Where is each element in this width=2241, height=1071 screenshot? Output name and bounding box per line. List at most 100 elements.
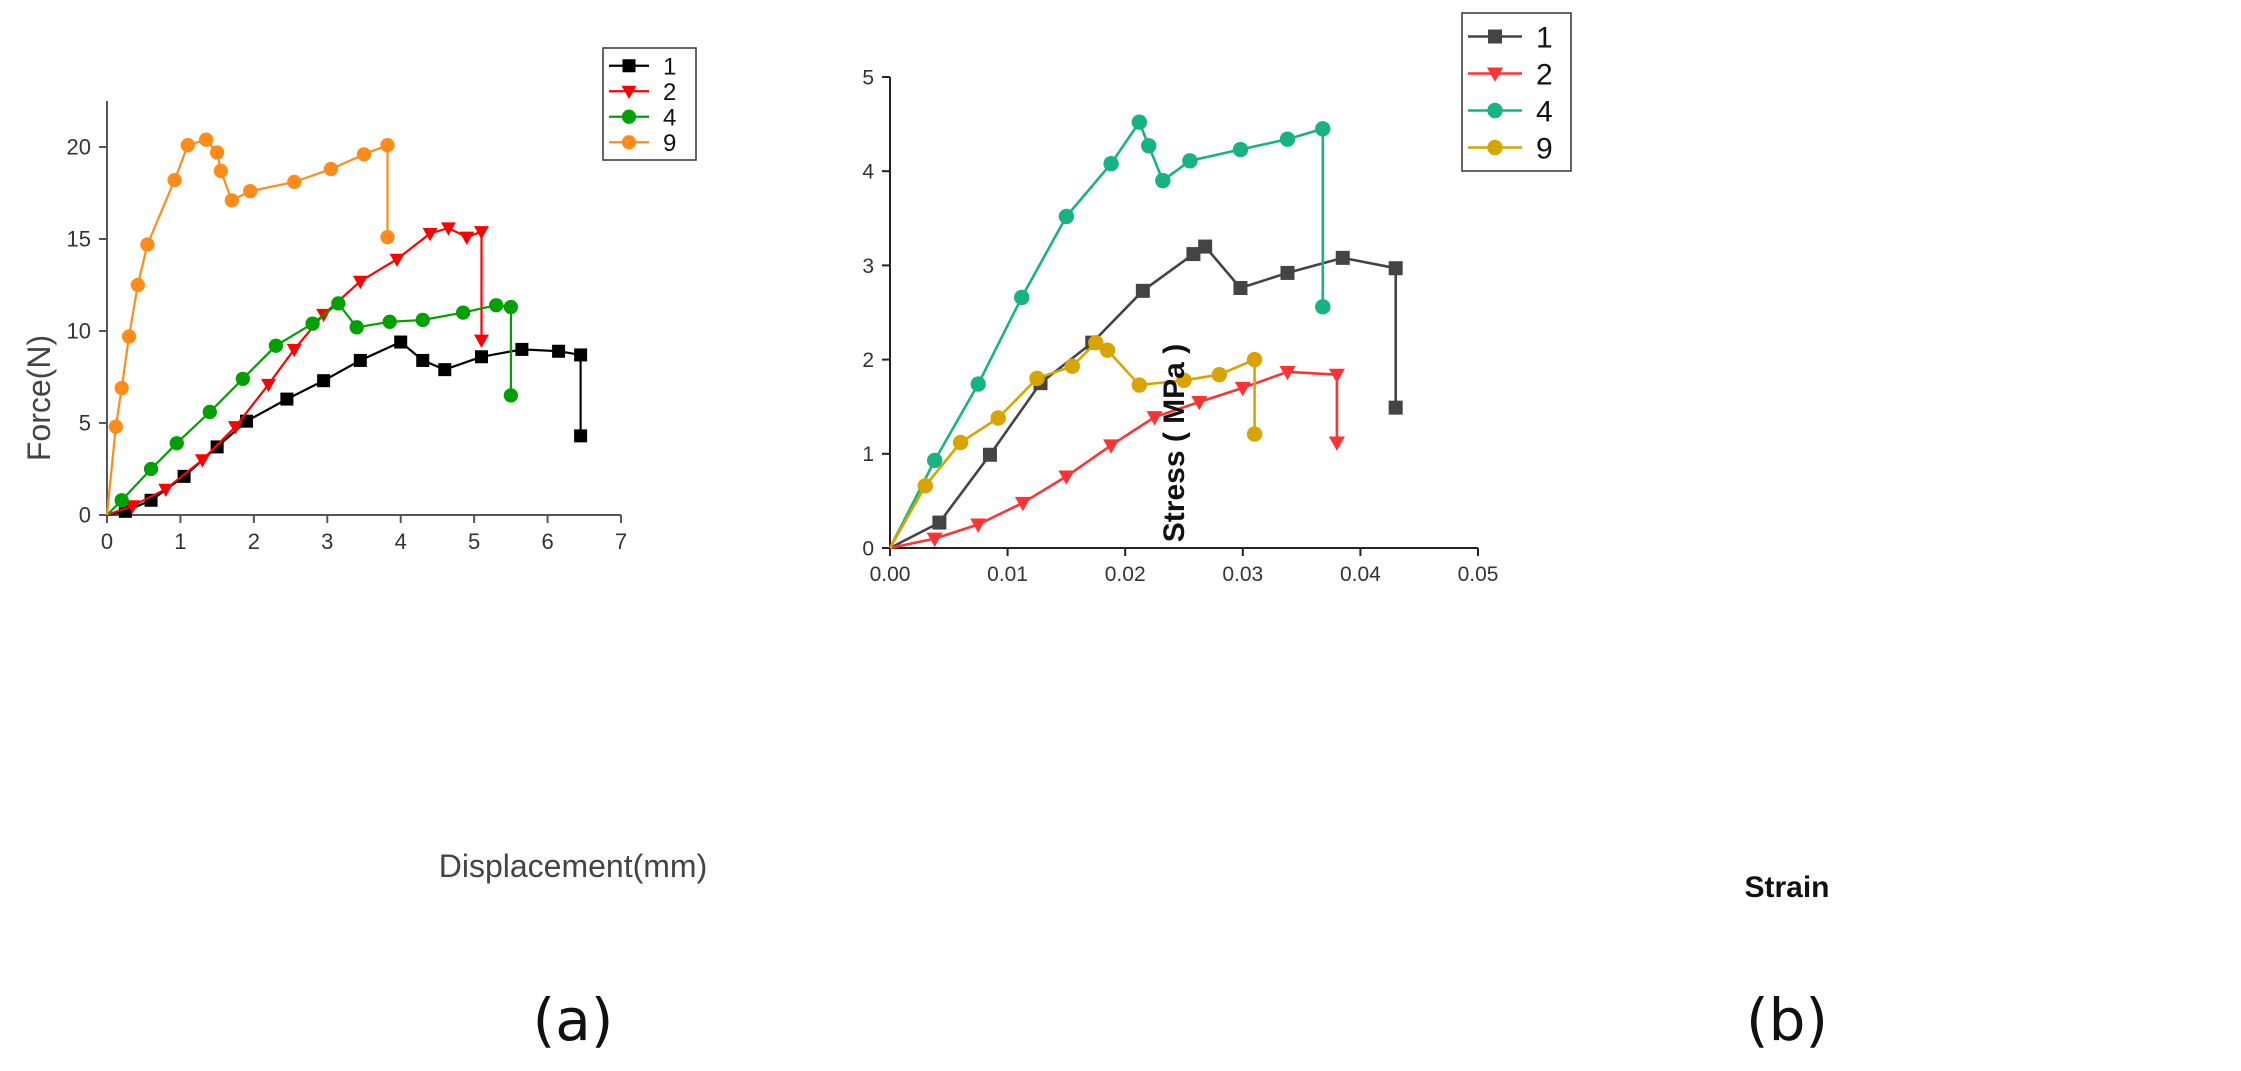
series-1-point: [416, 353, 430, 367]
series-4-point: [489, 298, 504, 313]
series-1-point: [574, 348, 588, 362]
x-tick-label: 5: [468, 529, 480, 554]
series-2-point: [422, 227, 438, 242]
y-tick-label: 4: [862, 161, 874, 184]
series-1-point: [515, 342, 529, 356]
series-4-point: [1058, 208, 1075, 225]
series-1-point: [982, 447, 997, 462]
series-9-point: [380, 230, 395, 245]
series-4-point: [143, 461, 159, 477]
series-2-point: [389, 253, 405, 268]
legend-label: 1: [663, 53, 676, 80]
y-tick-label: 10: [67, 319, 91, 344]
series-9-point: [917, 478, 933, 494]
series-1-point: [1186, 247, 1201, 262]
series-1-point: [932, 515, 947, 530]
series-2-point: [1328, 368, 1345, 384]
series-4-line: [106, 302, 512, 516]
series-2-line: [106, 226, 483, 517]
y-tick-label: 5: [862, 66, 874, 89]
series-2-point: [926, 532, 943, 547]
series-2-point: [459, 231, 475, 245]
legend-swatch-marker: [622, 59, 636, 73]
y-tick-label: 0: [862, 537, 874, 560]
legend-swatch-marker: [1487, 102, 1503, 119]
x-tick-label: 3: [321, 529, 333, 554]
series-9-point: [380, 138, 395, 153]
y-tick-label: 2: [862, 349, 874, 372]
series-9-point: [1211, 366, 1227, 383]
series-9-point: [323, 161, 339, 177]
series-4-point: [382, 314, 397, 329]
series-1-point: [1280, 265, 1295, 280]
series-2-point: [1234, 381, 1251, 397]
series-9-point: [990, 410, 1006, 426]
series-2-line: [889, 370, 1339, 550]
series-9-point: [287, 174, 302, 190]
series-2-point: [158, 483, 174, 498]
series-4-point: [1279, 131, 1296, 147]
series-2-point: [286, 343, 302, 358]
x-tick-label: 0.00: [870, 563, 911, 586]
legend-label: 9: [663, 130, 676, 157]
series-2-point: [474, 334, 489, 348]
series-1-point: [317, 374, 331, 388]
series-1-point: [1388, 400, 1403, 415]
legend-swatch-marker: [621, 135, 637, 150]
series-9-point: [114, 380, 129, 396]
chart-b-axes: [889, 77, 1478, 549]
chart-b-legend: 1 2 4 9: [1461, 12, 1572, 172]
series-9-point: [213, 163, 228, 179]
legend-swatch-marker: [621, 109, 637, 124]
chart-a-ylabel: Force(N): [21, 335, 57, 461]
series-1-point: [552, 344, 566, 358]
series-1-line: [106, 340, 582, 517]
legend-label: 9: [1536, 132, 1553, 165]
series-9-point: [1088, 334, 1104, 351]
legend-swatch-marker: [1486, 67, 1504, 82]
series-9-point: [1246, 351, 1263, 368]
legend-label: 4: [1536, 95, 1553, 128]
y-tick-label: 3: [862, 255, 874, 278]
series-2-point: [1146, 411, 1163, 426]
x-tick-label: 7: [615, 529, 627, 554]
legend-box: [1461, 12, 1572, 172]
legend-label: 2: [663, 79, 676, 106]
series-4-point: [349, 320, 364, 335]
series-2-point: [440, 222, 456, 236]
y-tick-label: 0: [79, 503, 91, 528]
series-9: [888, 334, 1263, 549]
series-9-point: [1029, 370, 1045, 387]
series-4-point: [1315, 121, 1331, 137]
series-2-point: [474, 226, 489, 240]
series-4-point: [503, 299, 519, 315]
panel-b-label: (b): [1746, 986, 1828, 1054]
legend-label: 2: [1536, 58, 1553, 91]
series-4-point: [926, 452, 943, 469]
y-tick-label: 20: [67, 135, 91, 160]
panel-a-label: (a): [533, 986, 614, 1054]
x-tick-label: 2: [248, 529, 260, 554]
chart-b-series: [888, 114, 1403, 550]
series-4-point: [202, 404, 217, 420]
series-9-point: [198, 132, 214, 147]
series-9-point: [209, 145, 225, 160]
series-9-point: [952, 434, 969, 451]
y-tick-label: 5: [79, 411, 91, 436]
series-4-point: [169, 436, 184, 451]
series-9-point: [180, 138, 195, 153]
series-2-point: [1103, 439, 1120, 454]
series-2-point: [970, 518, 987, 533]
x-tick-label: 1: [174, 529, 186, 554]
series-2-point: [228, 421, 243, 435]
chart-a-series: [105, 132, 588, 518]
series-4-point: [1182, 153, 1198, 169]
series-4-point: [503, 388, 519, 403]
legend-label: 4: [663, 104, 676, 131]
series-2: [106, 222, 489, 517]
series-1-point: [1233, 281, 1248, 296]
legend-swatch-marker: [1487, 139, 1503, 156]
series-1-point: [280, 392, 294, 406]
